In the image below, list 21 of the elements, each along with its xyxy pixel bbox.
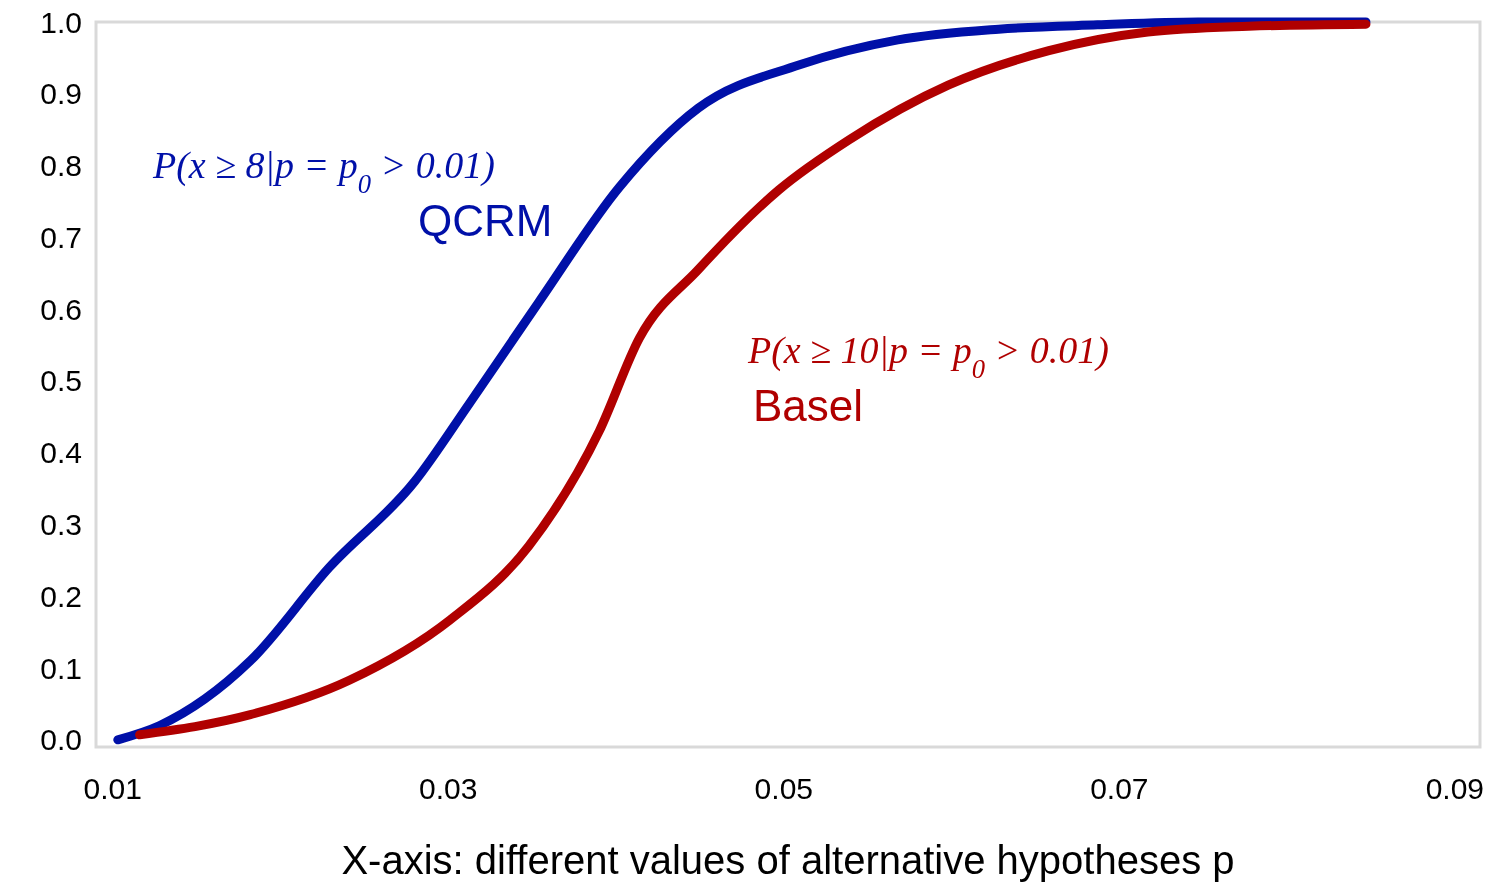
annotation: P(x ≥ 8|p = p$_{0}$ > 0.01) <box>152 144 495 199</box>
y-tick-label: 0.1 <box>40 651 82 685</box>
x-tick-label: 0.07 <box>1090 772 1149 805</box>
y-tick-label: 0.7 <box>40 220 82 254</box>
x-tick-label: 0.09 <box>1425 772 1485 805</box>
y-tick-label: 0.8 <box>40 149 82 183</box>
y-tick-label: 0.4 <box>40 436 82 470</box>
x-tick-label: 0.05 <box>754 772 813 805</box>
x-axis-title: X-axis: different values of alternative hypotheses p <box>341 838 1235 882</box>
y-tick-label: 0.3 <box>40 507 82 541</box>
y-tick-label: 0.9 <box>40 77 82 111</box>
text: Basel <box>753 381 864 430</box>
y-tick-label: 0.6 <box>40 292 82 326</box>
annotation: P(x ≥ 10|p = p$_{0}$ > 0.01) <box>747 329 1109 384</box>
series-label: QCRM <box>418 196 553 245</box>
y-tick-label: 0.2 <box>40 579 82 613</box>
y-tick-label: 0.0 <box>40 723 82 757</box>
y-tick-label: 0.5 <box>40 364 82 398</box>
x-tick-label: 0.01 <box>83 772 142 805</box>
x-tick-label: 0.03 <box>419 772 478 805</box>
y-tick-label: 1.0 <box>40 5 82 39</box>
